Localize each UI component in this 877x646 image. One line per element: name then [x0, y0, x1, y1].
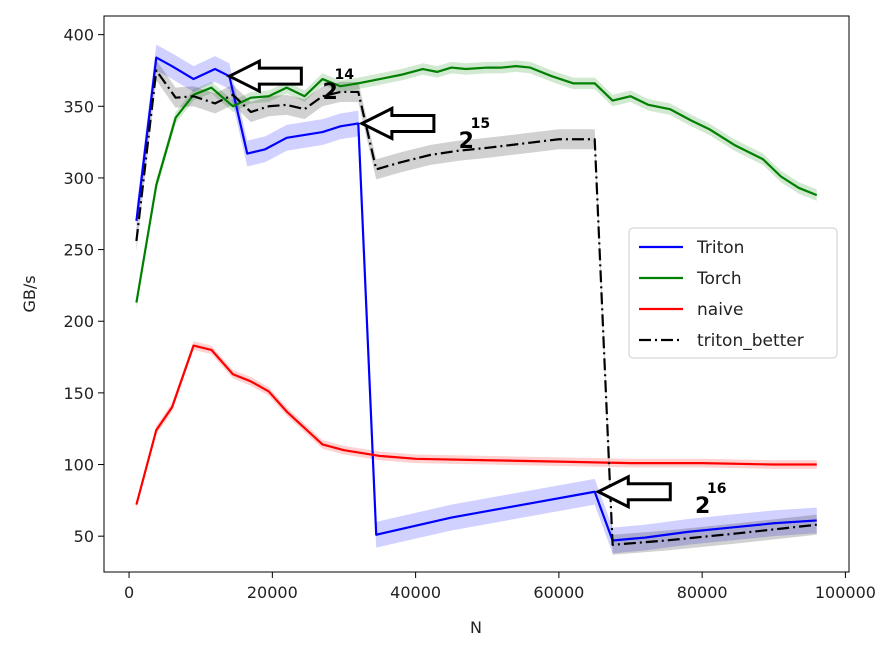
x-tick-label: 20000 [247, 583, 298, 602]
annotation-exponent: 16 [707, 481, 726, 497]
y-tick-label: 200 [63, 312, 94, 331]
x-tick-label: 40000 [390, 583, 441, 602]
torch-line [135, 65, 818, 303]
annotation-exponent: 15 [471, 116, 490, 132]
x-tick-label: 60000 [533, 583, 584, 602]
y-axis: 50 100 150 200 250 300 350 400 [63, 26, 104, 546]
legend-label-naive: naive [697, 300, 743, 320]
annotation-base: 2 [695, 494, 710, 519]
legend-label-torch: Torch [696, 269, 742, 289]
naive-line [135, 344, 817, 505]
x-axis-label: N [470, 618, 482, 637]
y-axis-label: GB/s [20, 275, 39, 312]
series-lines [135, 56, 818, 546]
legend-box [628, 227, 838, 359]
y-tick-label: 100 [63, 456, 94, 475]
legend-label-triton: Triton [696, 238, 744, 258]
x-tick-label: 80000 [677, 583, 728, 602]
naive-band [136, 341, 817, 509]
y-tick-label: 250 [63, 241, 94, 260]
annotation-arrow [358, 106, 436, 141]
x-axis: 0 20000 40000 60000 80000 100000 [124, 572, 876, 602]
annotation-exponent: 14 [334, 67, 354, 83]
triton-line [135, 56, 817, 542]
x-tick-label: 0 [124, 583, 134, 602]
y-tick-label: 150 [63, 384, 94, 403]
annotation-arrow [226, 58, 303, 94]
y-tick-label: 400 [63, 26, 94, 45]
triton-better-band [136, 60, 817, 555]
y-tick-label: 300 [63, 169, 94, 188]
annotation-arrow [594, 474, 672, 510]
annotation-base: 2 [322, 80, 337, 105]
x-tick-label: 100000 [815, 583, 876, 602]
legend-label-triton-better: triton_better [697, 331, 804, 351]
confidence-bands [136, 44, 817, 555]
y-tick-label: 350 [63, 97, 94, 116]
plot-frame [103, 15, 850, 573]
annotation-base: 2 [459, 129, 474, 154]
triton-better-line [135, 69, 817, 546]
legend: Triton Torch naive triton_better [628, 227, 838, 359]
torch-band [136, 60, 817, 309]
y-tick-label: 50 [74, 527, 94, 546]
